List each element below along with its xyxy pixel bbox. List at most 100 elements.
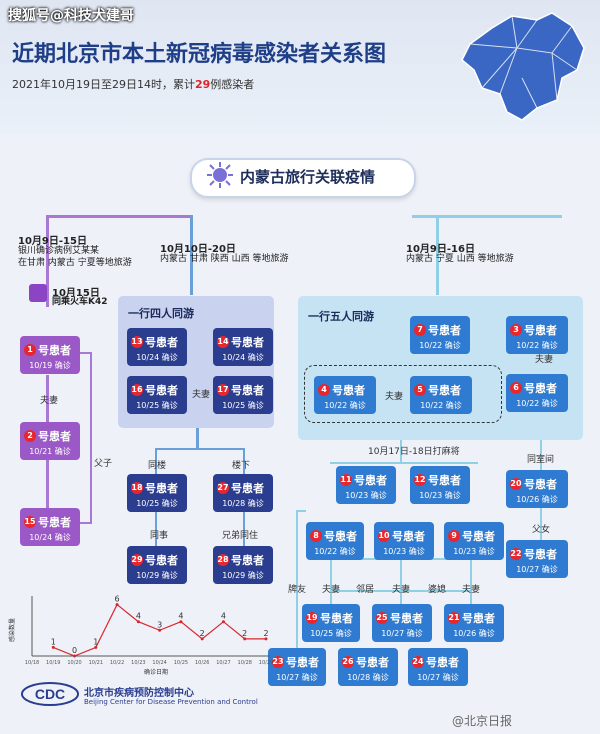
total-count: 29: [194, 78, 211, 91]
patient-card-10[interactable]: 10 号患者 10/23 确诊: [374, 522, 434, 560]
patient-card-26[interactable]: 26 号患者 10/28 确诊: [338, 648, 398, 686]
patient-card-22[interactable]: 22 号患者 10/27 确诊: [506, 540, 568, 578]
relation-label: 夫妻: [40, 396, 59, 406]
patient-card-8[interactable]: 8 号患者 10/22 确诊: [306, 522, 364, 560]
patient-card-4[interactable]: 4 号患者 10/22 确诊: [314, 376, 376, 414]
patient-card-9[interactable]: 9 号患者 10/23 确诊: [444, 522, 504, 560]
mahjong-group: [304, 365, 502, 423]
left-branch-desc: 在甘肃 内蒙古 宁夏等地旅游: [18, 258, 132, 268]
chart-tick-label: 10/18: [25, 660, 39, 666]
connector-line: [155, 512, 157, 548]
chart-tick-label: 10/27: [216, 660, 230, 666]
chart-data-label: 1: [93, 637, 98, 646]
chart-data-label: 3: [157, 620, 162, 629]
chart-point: [94, 645, 98, 649]
daily-cases-chart: 1 0 1 6 4 3 4 2 4 2 2 10/18 10/19 10/20 10/21 10/22 10/…: [8, 595, 273, 676]
relation-label: 婆媳: [428, 585, 447, 595]
chart-tick-label: 10/21: [89, 660, 103, 666]
patient-card-27[interactable]: 27 号患者 10/28 确诊: [213, 474, 273, 512]
relation-label: 牌友: [288, 585, 307, 595]
train-desc: 同乘火车K42: [52, 297, 108, 307]
patient-card-23[interactable]: 23 号患者 10/27 确诊: [268, 648, 326, 686]
chart-point: [264, 637, 268, 641]
chart-tick-label: 10/20: [67, 660, 81, 666]
connector-line: [400, 440, 402, 464]
patient-card-29[interactable]: 29 号患者 10/29 确诊: [127, 546, 187, 584]
patient-card-13[interactable]: 13 号患者 10/24 确诊: [127, 328, 187, 366]
patient-card-14[interactable]: 14 号患者 10/24 确诊: [213, 328, 273, 366]
chart-data-label: 1: [51, 637, 56, 646]
banner: [190, 158, 416, 198]
relation-label: 同楼: [148, 461, 167, 471]
right-branch-date: 10月9日-16日: [406, 244, 475, 255]
patient-card-2[interactable]: 2 号患者 10/21 确诊: [20, 422, 80, 460]
patient-card-7[interactable]: 7 号患者 10/22 确诊: [410, 316, 470, 354]
train-icon: [29, 284, 47, 302]
chart-data-label: 6: [115, 595, 120, 604]
patient-card-15[interactable]: 15 号患者 10/24 确诊: [20, 508, 80, 546]
left-branch-date: 10月9日-15日: [18, 236, 87, 247]
page-subtitle: 2021年10月19日至29日14时，累计29例感染者: [12, 78, 255, 91]
chart-point: [158, 628, 162, 632]
org-name-en: Beijing Center for Disease Prevention an…: [84, 698, 258, 706]
patient-card-6[interactable]: 6 号患者 10/22 确诊: [506, 374, 568, 412]
patient-card-11[interactable]: 11 号患者 10/23 确诊: [336, 466, 396, 504]
source-credit: @北京日报: [452, 714, 513, 728]
patient-card-21[interactable]: 21 号患者 10/26 确诊: [444, 604, 504, 642]
left-branch-desc: 银川确诊病例艾某某: [18, 246, 100, 256]
chart-tick-label: 10/24: [152, 660, 166, 666]
beijing-map-icon: [461, 12, 585, 121]
chart-point: [179, 620, 183, 624]
chart-tick-label: 10/23: [131, 660, 145, 666]
chart-point: [73, 654, 77, 658]
connector-line: [243, 448, 245, 474]
relation-label: 夫妻: [462, 585, 481, 595]
connector-line: [400, 558, 402, 608]
connector-line: [330, 590, 470, 592]
connector-line: [436, 215, 439, 295]
chart-point: [243, 637, 247, 641]
middle-branch-date: 10月10日-20日: [160, 244, 236, 255]
patient-card-19[interactable]: 19 号患者 10/25 确诊: [302, 604, 360, 642]
group-five-label: 一行五人同游: [308, 310, 374, 323]
connector-line: [296, 510, 306, 512]
middle-branch-desc: 内蒙古 甘肃 陕西 山西 等地旅游: [160, 254, 289, 264]
connector-line: [330, 462, 478, 464]
patient-card-25[interactable]: 25 号患者 10/27 确诊: [372, 604, 432, 642]
banner-label: 内蒙古旅行关联疫情: [240, 168, 376, 186]
connector-line: [80, 522, 92, 524]
patient-card-12[interactable]: 12 号患者 10/23 确诊: [410, 466, 470, 504]
patient-card-5[interactable]: 5 号患者 10/22 确诊: [410, 376, 472, 414]
chart-tick-label: 10/19: [46, 660, 60, 666]
mahjong-label: 10月17日-18日打麻将: [368, 447, 460, 457]
relation-label: 同事: [150, 531, 169, 541]
patient-card-16[interactable]: 16 号患者 10/25 确诊: [127, 376, 187, 414]
page-title: 近期北京市本土新冠病毒感染者关系图: [12, 42, 387, 67]
chart-point: [200, 637, 204, 641]
patient-card-24[interactable]: 24 号患者 10/27 确诊: [408, 648, 468, 686]
watermark: 搜狐号@科技犬建哥: [8, 8, 134, 24]
connector-line: [412, 215, 562, 218]
connector-line: [470, 558, 472, 608]
relation-label: 夫妻: [535, 355, 554, 365]
chart-tick-label: 10/22: [110, 660, 124, 666]
patient-card-28[interactable]: 28 号患者 10/29 确诊: [213, 546, 273, 584]
chart-point: [115, 603, 119, 607]
relation-label: 夫妻: [385, 392, 404, 402]
chart-point: [136, 620, 140, 624]
chart-data-label: 4: [221, 612, 226, 621]
chart-data-label: 2: [263, 629, 268, 638]
connector-line: [155, 448, 157, 474]
chart-y-label: 感染数量: [8, 618, 16, 642]
connector-line: [155, 448, 245, 450]
patient-card-1[interactable]: 1 号患者 10/19 确诊: [20, 336, 80, 374]
patient-card-20[interactable]: 20 号患者 10/26 确诊: [506, 470, 568, 508]
train-date: 10月15日: [52, 288, 100, 299]
relation-label: 夫妻: [392, 585, 411, 595]
chart-point: [51, 645, 55, 649]
patient-card-17[interactable]: 17 号患者 10/25 确诊: [213, 376, 273, 414]
relation-label: 父子: [94, 459, 113, 469]
patient-card-18[interactable]: 18 号患者 10/25 确诊: [127, 474, 187, 512]
connector-line: [80, 352, 92, 354]
patient-card-3[interactable]: 3 号患者 10/22 确诊: [506, 316, 568, 354]
